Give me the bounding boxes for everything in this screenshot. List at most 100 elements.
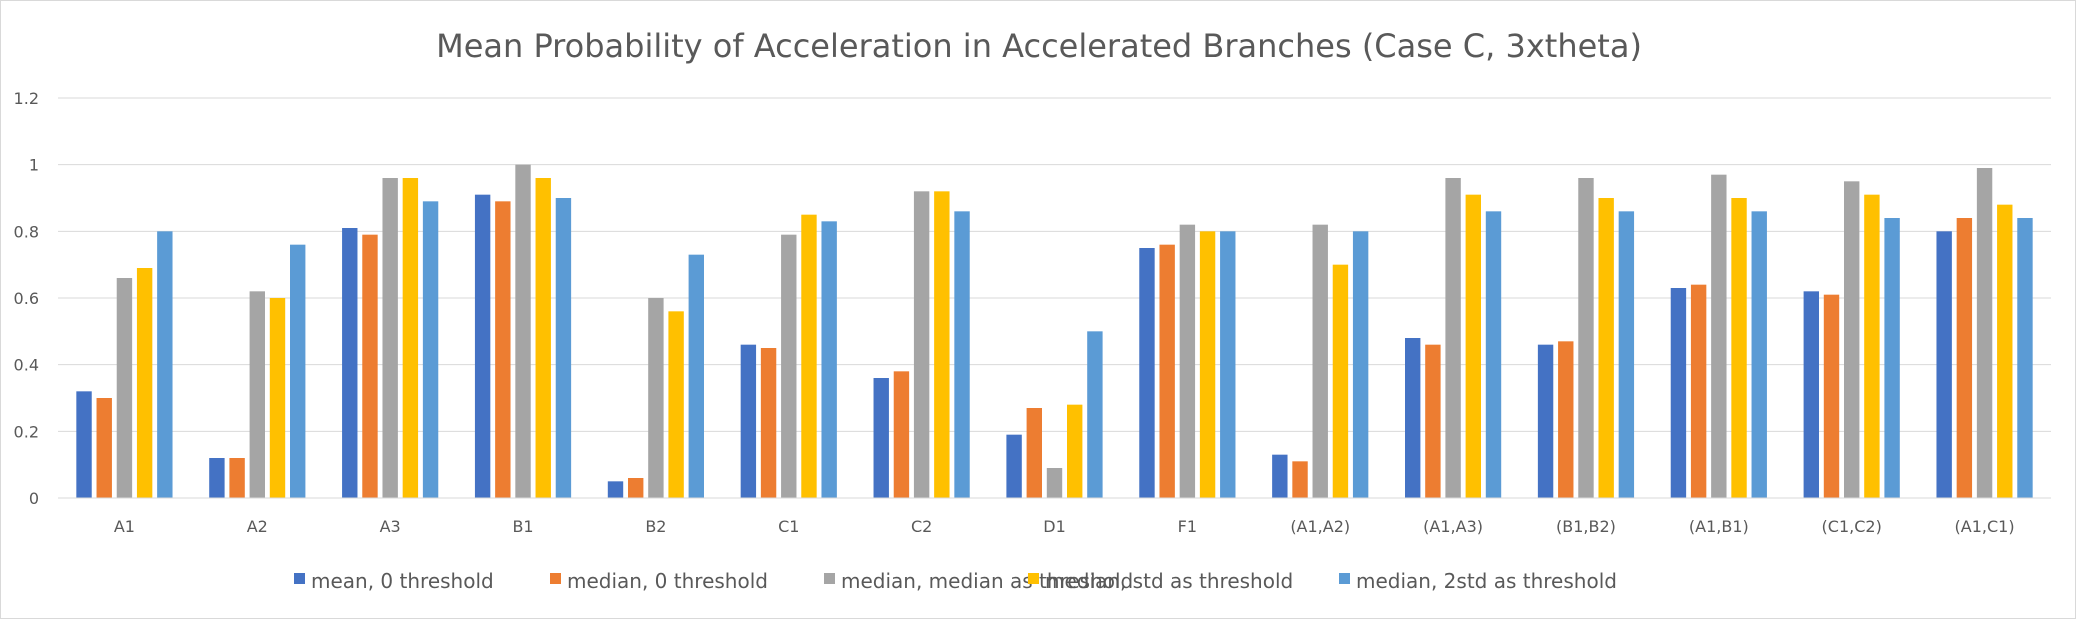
bar <box>1352 231 1369 498</box>
bar <box>1598 198 1614 498</box>
x-tick-label: D1 <box>1043 517 1066 536</box>
x-tick-label: A1 <box>114 517 135 536</box>
x-tick-label: B2 <box>645 517 666 536</box>
bar <box>209 458 225 498</box>
y-axis-ticks: 0 0.2 0.4 0.6 0.8 1 1.2 <box>14 89 39 508</box>
bars <box>76 164 2033 499</box>
bar <box>1046 468 1063 498</box>
y-tick-label: 0.6 <box>14 289 39 308</box>
bar <box>1087 331 1103 498</box>
legend-entry: median, 0 threshold <box>567 569 768 593</box>
bar <box>1578 178 1594 498</box>
x-tick-label: (B1,B2) <box>1556 517 1616 536</box>
bar <box>1618 211 1635 498</box>
bar <box>1690 284 1707 498</box>
bar <box>1405 338 1421 498</box>
legend-entry: median, median as threshold <box>841 569 1133 593</box>
bar <box>668 311 684 498</box>
bar <box>1711 174 1727 499</box>
bar <box>1220 231 1236 498</box>
legend-swatch <box>1028 573 1039 584</box>
bar <box>760 348 777 498</box>
bar <box>740 344 757 498</box>
x-tick-label: B1 <box>512 517 533 536</box>
bar <box>402 178 419 498</box>
bar <box>821 221 837 498</box>
bar <box>1864 194 1880 499</box>
bar <box>229 458 245 498</box>
bar <box>1179 224 1196 499</box>
bar <box>801 214 817 499</box>
bar <box>1537 344 1554 498</box>
bar <box>1956 218 1973 498</box>
x-tick-label: (C1,C2) <box>1822 517 1882 536</box>
legend-entry: median, std as threshold <box>1045 569 1293 593</box>
legend-entry: mean, 0 threshold <box>311 569 494 593</box>
bar <box>1751 211 1767 498</box>
bar <box>1199 231 1216 498</box>
bar <box>116 278 133 498</box>
legend-swatch <box>824 573 835 584</box>
bar <box>1670 288 1687 498</box>
bar <box>515 164 531 499</box>
bar <box>954 211 970 498</box>
bar <box>1803 291 1819 498</box>
bar <box>2017 218 2033 498</box>
bar <box>555 198 572 498</box>
bar <box>1844 181 1860 498</box>
y-tick-label: 0.2 <box>14 422 39 441</box>
bar <box>136 268 153 498</box>
bar <box>1139 248 1155 498</box>
bar <box>1312 224 1328 499</box>
bar <box>495 201 511 498</box>
bar <box>1292 461 1308 498</box>
legend-entry: median, 2std as threshold <box>1356 569 1617 593</box>
legend: mean, 0 threshold median, 0 threshold medi… <box>294 569 1617 593</box>
bar <box>1332 264 1349 498</box>
bar <box>249 291 265 498</box>
y-tick-label: 0.4 <box>14 356 39 375</box>
legend-swatch <box>550 573 561 584</box>
bar <box>269 298 286 498</box>
bar <box>1485 211 1502 498</box>
y-tick-label: 0.8 <box>14 222 39 241</box>
bar <box>1997 204 2013 499</box>
bar <box>96 398 112 498</box>
x-axis-categories: A1 A2 A3 B1 B2 C1 C2 D1 F1 (A1,A2) (A1,A3) (B1,B2) (… <box>114 517 2015 536</box>
bar <box>342 228 358 498</box>
bar <box>1465 194 1481 499</box>
bar <box>1445 178 1461 498</box>
bar <box>1159 244 1175 498</box>
bar <box>934 191 950 498</box>
bar <box>76 391 92 498</box>
bar <box>913 191 930 498</box>
x-tick-label: (A1,B1) <box>1689 517 1749 536</box>
legend-swatch <box>1339 573 1350 584</box>
bar <box>382 178 398 498</box>
y-tick-label: 1 <box>29 156 39 175</box>
x-tick-label: (A1,A3) <box>1423 517 1483 536</box>
bar <box>1884 218 1900 498</box>
x-tick-label: C1 <box>778 517 799 536</box>
bar <box>422 201 439 498</box>
bar <box>157 231 173 498</box>
x-tick-label: A3 <box>380 517 401 536</box>
bar <box>1731 198 1747 498</box>
bar <box>474 194 491 499</box>
bar <box>628 478 644 498</box>
y-tick-label: 1.2 <box>14 89 39 108</box>
y-tick-label: 0 <box>29 489 39 508</box>
bar <box>1006 434 1022 498</box>
bar <box>1272 454 1288 498</box>
bar <box>290 244 306 498</box>
legend-swatch <box>294 573 305 584</box>
bar <box>362 234 378 499</box>
bar <box>1936 231 1952 498</box>
bar <box>1558 341 1574 498</box>
bar <box>535 178 551 498</box>
bar <box>1026 408 1042 498</box>
x-tick-label: A2 <box>247 517 268 536</box>
bar <box>1823 294 1840 498</box>
x-tick-label: (A1,C1) <box>1955 517 2015 536</box>
